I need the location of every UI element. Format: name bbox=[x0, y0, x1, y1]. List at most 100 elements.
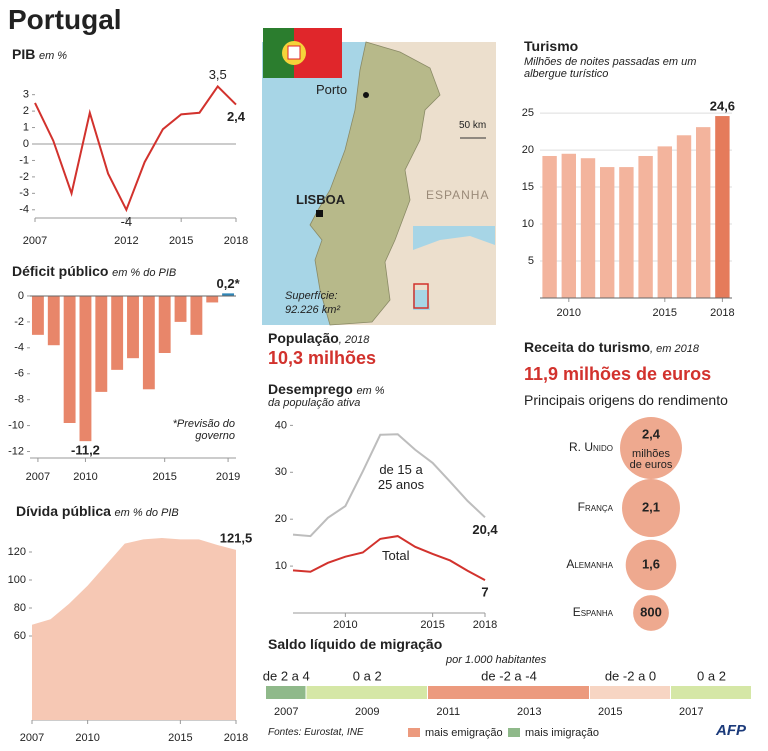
y-tick-label: 120 bbox=[8, 546, 26, 558]
y-tick-label: -1 bbox=[19, 154, 29, 166]
migration-year: 2013 bbox=[517, 706, 541, 718]
migration-label: 0 a 2 bbox=[353, 668, 382, 683]
x-tick-label: 2007 bbox=[26, 471, 50, 483]
map-label: LISBOA bbox=[296, 192, 346, 207]
map bbox=[262, 41, 496, 326]
y-tick-label: -10 bbox=[8, 419, 24, 431]
line bbox=[292, 535, 486, 582]
flag-shield bbox=[287, 45, 301, 60]
chart-title: Desemprego bbox=[268, 381, 353, 397]
unit-label: milhões de euros bbox=[630, 448, 673, 471]
series-label: de 15 a 25 anos bbox=[377, 462, 425, 492]
value-label: 0,2* bbox=[217, 276, 241, 291]
bar bbox=[31, 295, 44, 335]
flag bbox=[263, 28, 342, 78]
chart-title: PIB bbox=[12, 46, 36, 62]
bar bbox=[580, 158, 596, 298]
bar bbox=[95, 295, 108, 392]
x-tick-label: 2007 bbox=[20, 732, 44, 744]
chart-note: em % bbox=[38, 50, 68, 62]
bar bbox=[676, 135, 692, 298]
legend-label: mais emigração bbox=[425, 727, 503, 739]
chart-note: , em 2018 bbox=[650, 343, 699, 355]
map-label: ESPANHA bbox=[426, 188, 490, 202]
y-tick-label: 100 bbox=[8, 574, 26, 586]
y-tick-label: 60 bbox=[14, 630, 26, 642]
city-square bbox=[316, 210, 323, 217]
y-tick-label: 3 bbox=[23, 89, 29, 101]
x-tick-label: 2018 bbox=[224, 732, 248, 744]
chart-subtitle: Milhões de noites passadas em um albergu… bbox=[524, 56, 697, 80]
value-label: -4 bbox=[121, 214, 133, 229]
chart-note: *Previsão do governo bbox=[172, 418, 235, 442]
page-title: Portugal bbox=[8, 4, 122, 35]
bubble bbox=[633, 595, 669, 631]
category-label: Alemanha bbox=[566, 557, 613, 571]
migration-year: 2015 bbox=[598, 706, 622, 718]
y-tick-label: -3 bbox=[19, 187, 29, 199]
line bbox=[292, 433, 486, 538]
bar bbox=[79, 295, 92, 442]
migration-year: 2007 bbox=[274, 706, 298, 718]
chart-note: em % do PIB bbox=[112, 267, 177, 279]
bar bbox=[206, 295, 219, 303]
bar bbox=[600, 167, 615, 298]
migration-label: de -2 a 0 bbox=[605, 668, 656, 683]
y-tick-label: 1 bbox=[23, 121, 29, 133]
line bbox=[34, 84, 237, 213]
y-tick-label: -2 bbox=[19, 171, 29, 183]
map-scale: 50 km bbox=[459, 120, 487, 131]
legend-swatch bbox=[408, 728, 420, 737]
value-label: 800 bbox=[640, 604, 662, 619]
y-tick-label: 0 bbox=[23, 138, 29, 150]
bar bbox=[158, 295, 171, 353]
chart-title: Receita do turismo bbox=[524, 339, 651, 355]
y-tick-label: 30 bbox=[275, 466, 287, 478]
chart-title: Déficit público bbox=[12, 263, 109, 279]
bar bbox=[190, 295, 203, 335]
logo: AFP bbox=[716, 722, 746, 739]
chart-heading: Déficit público em % do PIB bbox=[12, 263, 176, 279]
value-label: 3,5 bbox=[209, 67, 227, 82]
x-tick-label: 2018 bbox=[224, 235, 248, 247]
map-label: Porto bbox=[316, 82, 348, 97]
y-tick-label: 80 bbox=[14, 602, 26, 614]
bar bbox=[174, 295, 187, 322]
value-label: 24,6 bbox=[710, 98, 735, 113]
population-note: , 2018 bbox=[338, 334, 370, 346]
y-tick-label: 15 bbox=[522, 181, 534, 193]
migration-year: 2011 bbox=[436, 706, 460, 718]
bar bbox=[127, 295, 139, 359]
value-label: 7 bbox=[481, 585, 488, 600]
chart-note: em % do PIB bbox=[114, 507, 179, 519]
migration-label: de 2 a 4 bbox=[263, 668, 310, 683]
bar bbox=[111, 295, 124, 370]
value-label: 20,4 bbox=[472, 522, 498, 537]
map-surface-value: 92.226 km² bbox=[285, 304, 341, 316]
y-tick-label: 2 bbox=[23, 105, 29, 117]
population-value: 10,3 milhões bbox=[268, 348, 377, 368]
chart-heading: PIB em % bbox=[12, 46, 67, 62]
y-tick-label: -4 bbox=[19, 204, 29, 216]
value-label: 121,5 bbox=[220, 530, 253, 545]
chart-title: Turismo bbox=[524, 38, 579, 54]
bar bbox=[47, 295, 60, 346]
value-label: 2,4 bbox=[227, 109, 246, 124]
category-label: R. Unido bbox=[569, 440, 613, 454]
chart-heading: Receita do turismo, em 2018 bbox=[524, 339, 699, 355]
series-label: Total bbox=[382, 548, 410, 563]
chart-title: Dívida pública bbox=[16, 503, 111, 519]
legend-label: mais imigração bbox=[525, 727, 599, 739]
population-title: População bbox=[268, 330, 339, 346]
migration-segment bbox=[590, 686, 670, 699]
bar bbox=[715, 116, 730, 299]
x-tick-label: 2015 bbox=[653, 307, 677, 319]
y-tick-label: -12 bbox=[8, 445, 24, 457]
migration-segment bbox=[671, 686, 751, 699]
chart-note: em % bbox=[356, 385, 385, 397]
migration-label: de -2 a -4 bbox=[481, 668, 537, 683]
headline: 11,9 milhões de euros bbox=[524, 364, 712, 384]
y-tick-label: 10 bbox=[275, 560, 287, 572]
